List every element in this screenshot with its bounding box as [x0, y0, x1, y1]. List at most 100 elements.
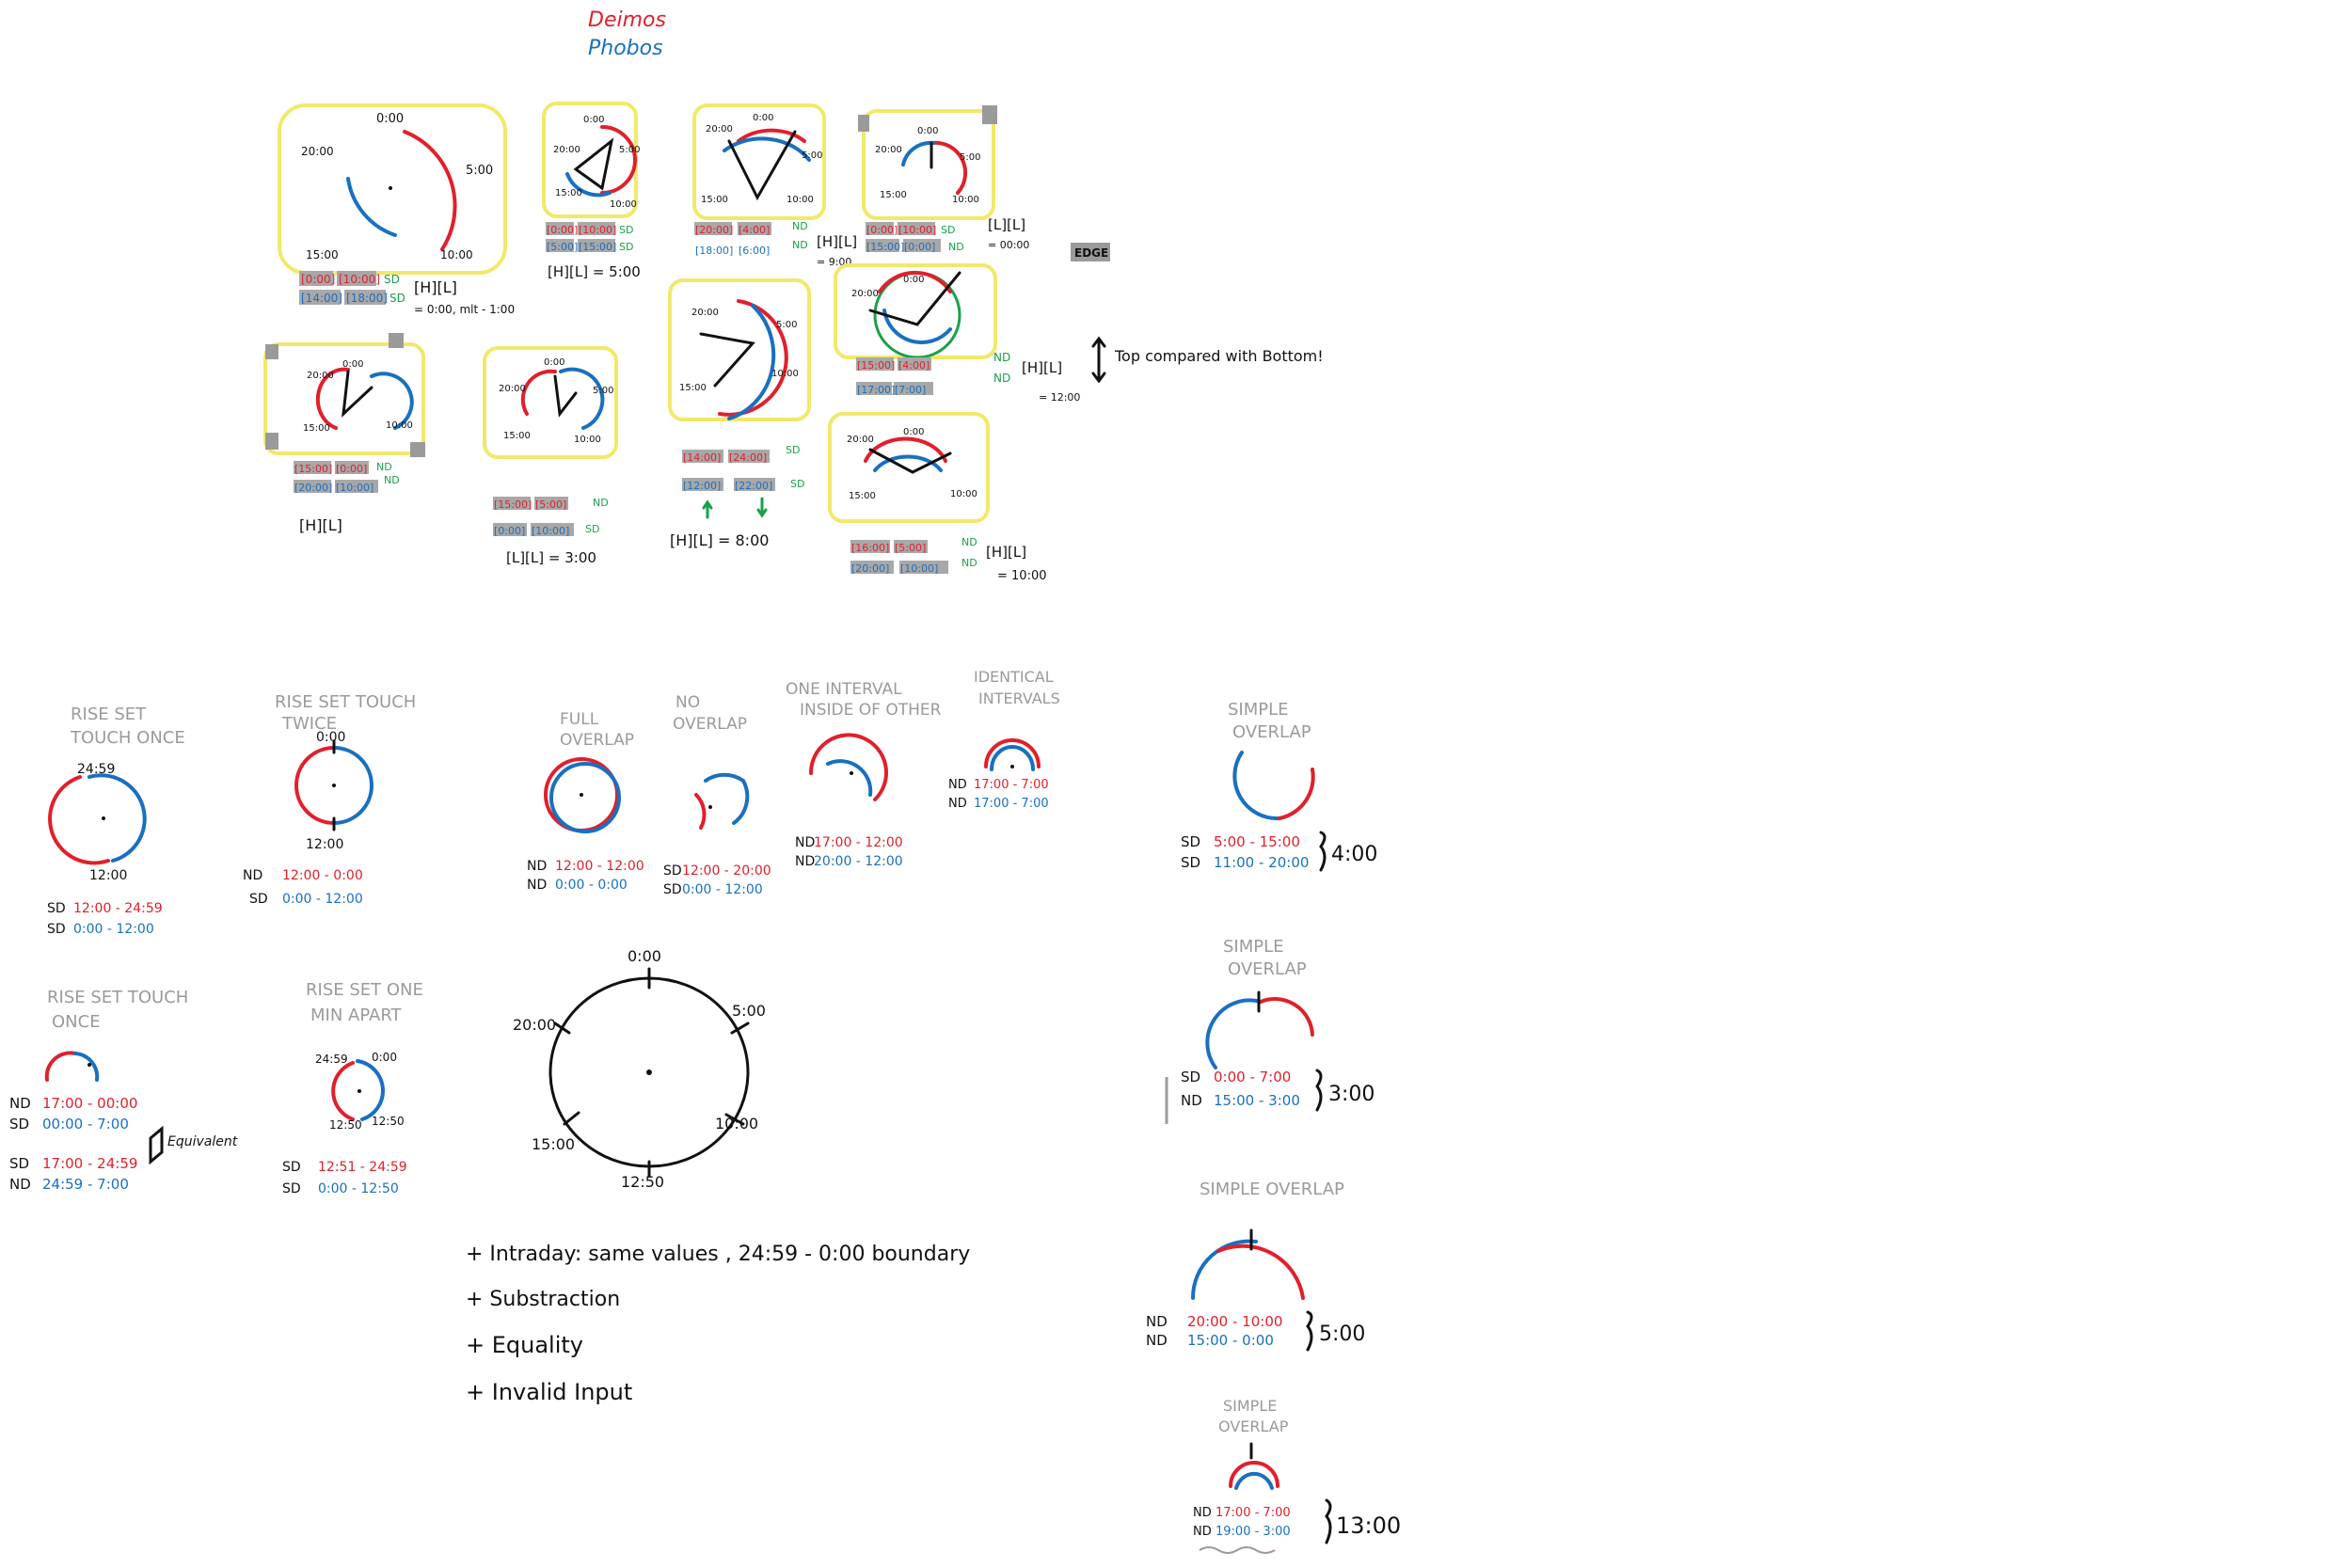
- touch-once-top: 24:59: [77, 762, 115, 777]
- clock1-br: 10:00: [440, 248, 473, 261]
- c3-r1s: ND: [792, 220, 808, 232]
- c9-b1s: ND: [961, 557, 977, 569]
- touch-once-b-v4: 24:59 - 7:00: [42, 1176, 129, 1193]
- touch-twice-l1: ND: [243, 868, 262, 883]
- note-equality: + Equality: [466, 1332, 583, 1358]
- c5-top: 0:00: [342, 359, 363, 370]
- c2-b1b: [15:00]: [579, 241, 616, 253]
- clock1-bl: 15:00: [306, 248, 339, 261]
- c2-br: 10:00: [610, 199, 637, 210]
- c1-res: = 0:00, mlt - 1:00: [414, 303, 515, 316]
- touch-once-l1: SD: [47, 901, 66, 916]
- touch-once-title1: RISE SET: [71, 705, 147, 724]
- one-min-title2: MIN APART: [310, 1006, 403, 1025]
- case-7-values: [14:00] [24:00] SD [12:00] [22:00] SD [H…: [670, 444, 804, 549]
- so2-title1: SIMPLE: [1223, 937, 1284, 957]
- c9-res: = 10:00: [997, 569, 1047, 583]
- touch-once-b-title1: RISE SET TOUCH: [47, 988, 188, 1007]
- simple-overlap-3: SIMPLE OVERLAP ND 20:00 - 10:00 ND 15:00…: [1146, 1180, 1365, 1352]
- c3-b1: [18:00]: [695, 245, 733, 257]
- one-inside-l2: ND: [795, 854, 815, 869]
- c3-left: 20:00: [706, 124, 733, 135]
- so2-v1: 0:00 - 7:00: [1214, 1069, 1291, 1085]
- c8-top: 0:00: [903, 275, 924, 285]
- identical-v1: 17:00 - 7:00: [974, 778, 1049, 792]
- c3-right: 5:00: [802, 150, 822, 161]
- c6-note: [L][L] = 3:00: [506, 549, 596, 566]
- simple-overlap-1: SIMPLE OVERLAP SD 5:00 - 15:00 SD 11:00 …: [1181, 700, 1377, 872]
- c6-r1b: [5:00]: [535, 499, 566, 511]
- case-one-inside: ONE INTERVAL INSIDE OF OTHER ND 17:00 - …: [786, 680, 942, 869]
- c7-note: [H][L] = 8:00: [670, 531, 769, 549]
- c7-b1s: SD: [790, 478, 804, 490]
- case-touch-once: RISE SET TOUCH ONCE 24:59 12:00 SD 12:00…: [47, 705, 185, 937]
- c5-note: [H][L]: [299, 516, 342, 534]
- c3-note: [H][L]: [817, 233, 857, 250]
- c8-r1s: ND: [993, 351, 1010, 364]
- c9-b1: [20:00]: [851, 562, 889, 575]
- so4-l1: ND: [1193, 1506, 1212, 1520]
- c2-bl: 15:00: [555, 188, 582, 198]
- so3-v2: 15:00 - 0:00: [1187, 1332, 1274, 1349]
- c9-b1b: [10:00]: [900, 562, 938, 575]
- note-substraction: + Substraction: [466, 1288, 620, 1311]
- c8-left: 20:00: [851, 289, 879, 299]
- c5-r1s: ND: [376, 461, 392, 473]
- c4-right: 5:00: [960, 152, 980, 163]
- c3-br: 10:00: [787, 195, 814, 205]
- touch-once-b-l2: SD: [9, 1116, 29, 1132]
- so1-l2: SD: [1181, 854, 1200, 871]
- legend-phobos: Phobos: [588, 37, 663, 60]
- c1-b1b: [18:00]: [346, 292, 388, 305]
- touch-once-b-l3: SD: [9, 1155, 29, 1172]
- c7-bl: 15:00: [679, 383, 707, 393]
- one-min-b: 0:00: [372, 1051, 397, 1064]
- big-reference-clock: 0:00 5:00 10:00 12:50 15:00 20:00: [513, 947, 766, 1191]
- c4-res: = 00:00: [988, 239, 1029, 251]
- c9-left: 20:00: [847, 435, 874, 445]
- c8-note: [H][L]: [1022, 359, 1062, 376]
- case-5-values: [15:00] [0:00] ND [20:00] [10:00] ND [H]…: [294, 461, 400, 534]
- one-min-v2: 0:00 - 12:50: [318, 1181, 399, 1196]
- c5-r1b: [0:00]: [336, 463, 367, 475]
- no-overlap-v2: 0:00 - 12:00: [682, 882, 763, 897]
- case-clock-8: 20:00 0:00: [834, 263, 997, 359]
- full-overlap-v2: 0:00 - 0:00: [555, 878, 628, 893]
- big-clock-bl: 15:00: [532, 1135, 575, 1153]
- c9-top: 0:00: [903, 427, 924, 437]
- case-6-values: [15:00] [5:00] ND [0:00] [10:00] SD [L][…: [493, 497, 609, 566]
- legend-deimos: Deimos: [588, 8, 666, 32]
- touch-twice-v1: 12:00 - 0:00: [282, 868, 363, 883]
- c2-left: 20:00: [553, 145, 580, 155]
- case-no-overlap: NO OVERLAP SD 12:00 - 20:00 SD 0:00 - 12…: [663, 693, 771, 897]
- no-overlap-l1: SD: [663, 863, 682, 879]
- c5-b1: [20:00]: [294, 482, 332, 494]
- one-inside-title2: INSIDE OF OTHER: [800, 701, 942, 720]
- c2-r1s: SD: [619, 224, 633, 236]
- c4-left: 20:00: [875, 145, 902, 155]
- c7-b1b: [22:00]: [735, 480, 772, 492]
- one-inside-title1: ONE INTERVAL: [786, 680, 902, 699]
- c4-b1b: [0:00]: [904, 241, 935, 253]
- c5-r1: [15:00]: [294, 463, 332, 475]
- touch-twice-l2: SD: [249, 892, 268, 907]
- big-clock-right: 5:00: [732, 1002, 766, 1020]
- touch-once-l2: SD: [47, 922, 66, 937]
- identical-title2: INTERVALS: [978, 689, 1060, 707]
- case-clock-3: 20:00 0:00 5:00 15:00 10:00: [692, 103, 826, 220]
- c3-r1: [20:00]: [695, 224, 733, 236]
- case-clock-7: 20:00 5:00 15:00 10:00: [668, 278, 811, 421]
- c9-br: 10:00: [950, 489, 977, 499]
- c9-bl: 15:00: [849, 491, 876, 501]
- c6-b1s: SD: [585, 523, 599, 535]
- c7-r1b: [24:00]: [729, 451, 767, 464]
- clock1-right: 5:00: [466, 164, 493, 178]
- so4-v1: 17:00 - 7:00: [1216, 1506, 1291, 1520]
- c3-bl: 15:00: [701, 195, 728, 205]
- c4-b1: [15:00]: [866, 241, 904, 253]
- c4-r1b: [10:00]: [898, 224, 936, 236]
- one-min-a: 24:59: [315, 1053, 348, 1066]
- c7-r1s: SD: [786, 444, 800, 456]
- c4-bl: 15:00: [880, 190, 907, 200]
- so4-v2: 19:00 - 3:00: [1216, 1525, 1291, 1539]
